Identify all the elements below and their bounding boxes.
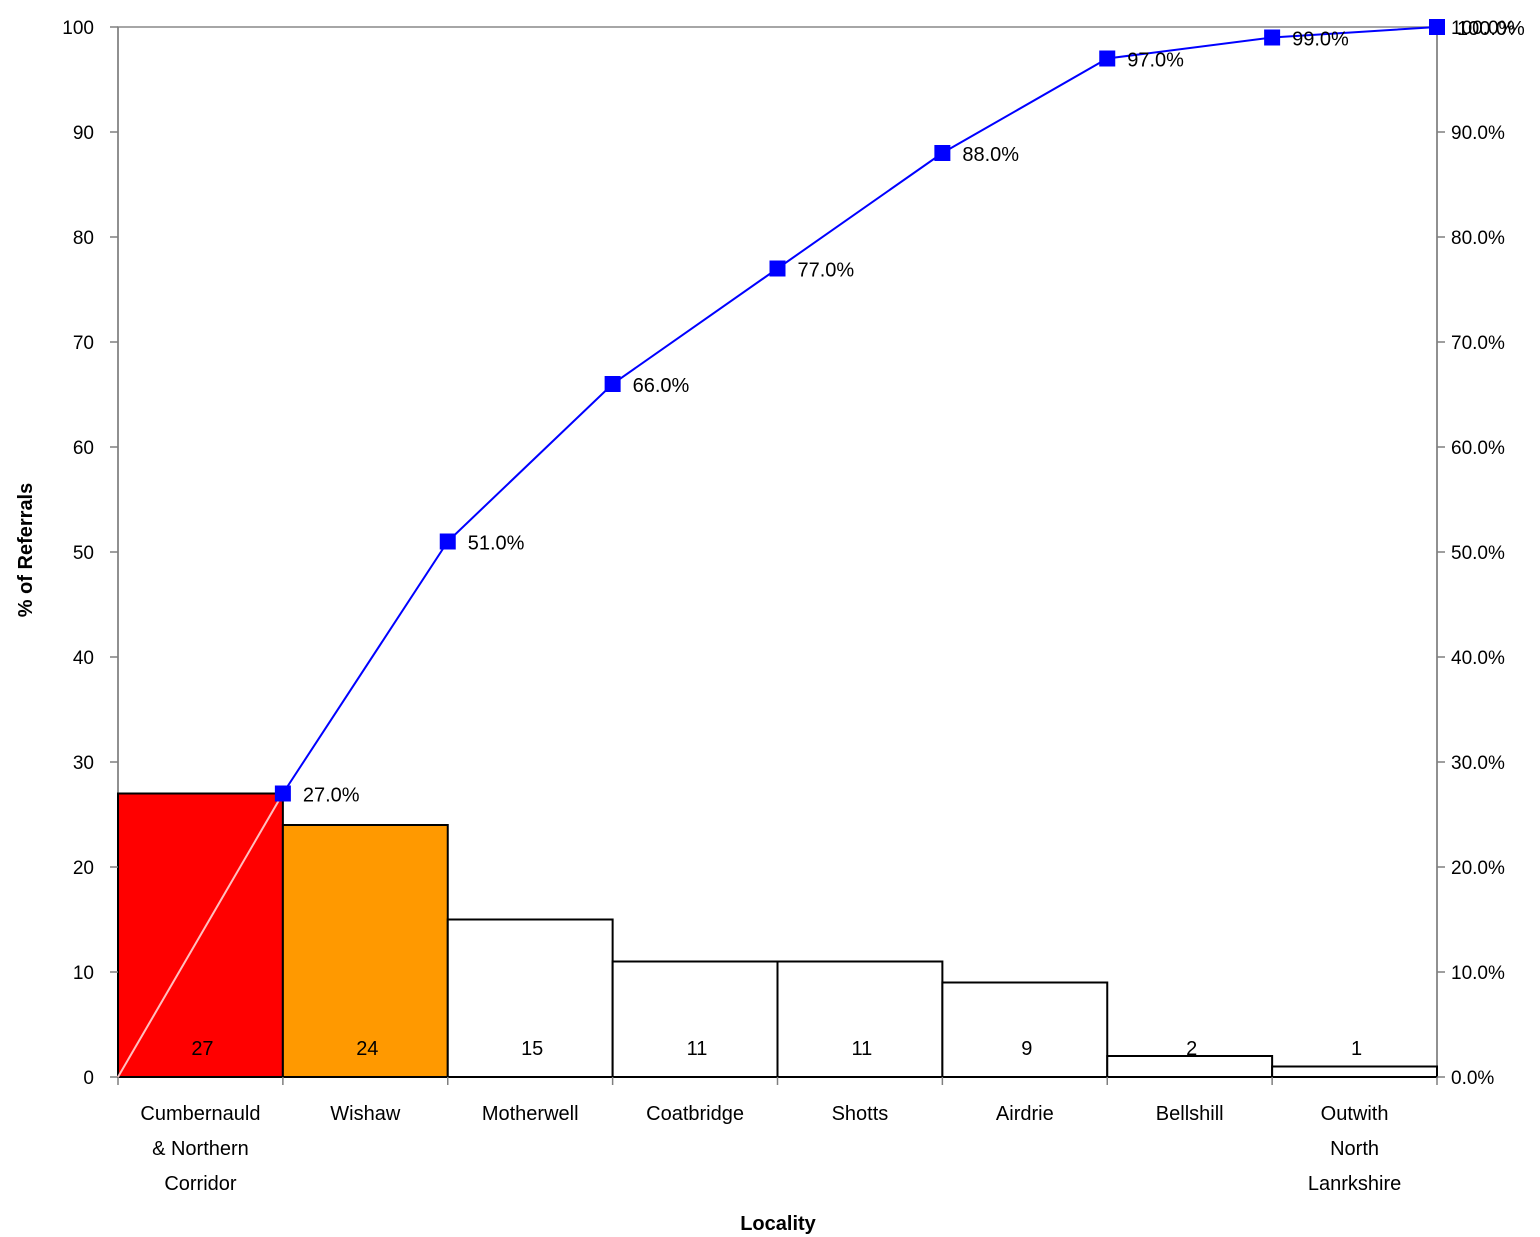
y-tick-label: 0: [83, 1068, 94, 1089]
cumulative-marker: [1099, 50, 1116, 67]
y2-tick-label: 60.0%: [1451, 438, 1505, 459]
y-tick-label: 50: [73, 543, 94, 564]
y2-tick-label: 10.0%: [1451, 963, 1505, 984]
cumulative-marker: [769, 260, 786, 277]
bar: [611, 960, 779, 1078]
y2-tick-label: 20.0%: [1451, 858, 1505, 879]
category-label: Shotts: [832, 1103, 889, 1125]
y-tick-label: 90: [73, 123, 94, 144]
y-tick-label: 20: [73, 858, 94, 879]
y2-tick-label: 70.0%: [1451, 333, 1505, 354]
cumulative-line: [282, 26, 1438, 795]
cumulative-marker: [439, 533, 456, 550]
y2-tick-label: 50.0%: [1451, 543, 1505, 564]
cumulative-marker: [274, 785, 291, 802]
cumulative-value-label: 77.0%: [798, 260, 855, 282]
y2-tick-label: 40.0%: [1451, 648, 1505, 669]
cumulative-value-label: 66.0%: [633, 375, 690, 397]
cumulative-marker: [1429, 19, 1445, 35]
y2-tick-label: 0.0%: [1451, 1068, 1494, 1089]
y2-tick-label: 30.0%: [1451, 753, 1505, 774]
bar-value-label: 24: [356, 1038, 378, 1060]
diagonal-line: [117, 792, 284, 1078]
y-axis-title: % of Referrals: [15, 483, 37, 618]
y-tick-label: 70: [73, 333, 94, 354]
bar: [281, 824, 449, 1078]
cumulative-value-label: 97.0%: [1127, 50, 1184, 72]
category-label: Cumbernauld & Northern Corridor: [140, 1103, 260, 1195]
x-axis-title: Locality: [740, 1213, 816, 1235]
bar-value-label: 1: [1351, 1038, 1362, 1060]
y2-tick-label: 90.0%: [1451, 123, 1505, 144]
y-tick-label: 40: [73, 648, 94, 669]
cumulative-marker: [604, 376, 621, 392]
bar-value-label: 27: [191, 1038, 213, 1060]
category-label: Airdrie: [996, 1103, 1054, 1125]
y2-tick-label: 100.0%: [1451, 18, 1516, 39]
y-tick-label: 10: [73, 963, 94, 984]
category-label: Motherwell: [482, 1103, 579, 1125]
category-label: Coatbridge: [646, 1103, 744, 1125]
y2-tick-label: 80.0%: [1451, 228, 1505, 249]
y-tick-label: 100: [62, 18, 94, 39]
cumulative-marker: [934, 145, 951, 161]
bar: [941, 981, 1109, 1078]
bar-value-label: 11: [687, 1038, 708, 1060]
bar: [776, 960, 944, 1078]
category-label: Outwith North Lanrkshire: [1308, 1103, 1401, 1195]
cumulative-value-label: 51.0%: [468, 533, 525, 555]
cumulative-value-label: 100.0%: [1457, 18, 1525, 40]
category-label: Wishaw: [330, 1103, 401, 1125]
bar-value-label: 15: [521, 1038, 543, 1060]
cumulative-value-label: 27.0%: [303, 785, 360, 807]
bar: [1271, 1065, 1438, 1078]
bar-value-label: 11: [852, 1038, 873, 1060]
bar-value-label: 2: [1186, 1038, 1197, 1060]
y-tick-label: 60: [73, 438, 94, 459]
cumulative-value-label: 99.0%: [1292, 29, 1349, 51]
cumulative-marker: [1264, 29, 1281, 46]
y-tick-label: 30: [73, 753, 94, 774]
bar-value-label: 9: [1021, 1038, 1032, 1060]
y-tick-label: 80: [73, 228, 94, 249]
bar: [446, 918, 614, 1078]
category-label: Bellshill: [1156, 1103, 1224, 1125]
cumulative-value-label: 88.0%: [962, 144, 1019, 166]
